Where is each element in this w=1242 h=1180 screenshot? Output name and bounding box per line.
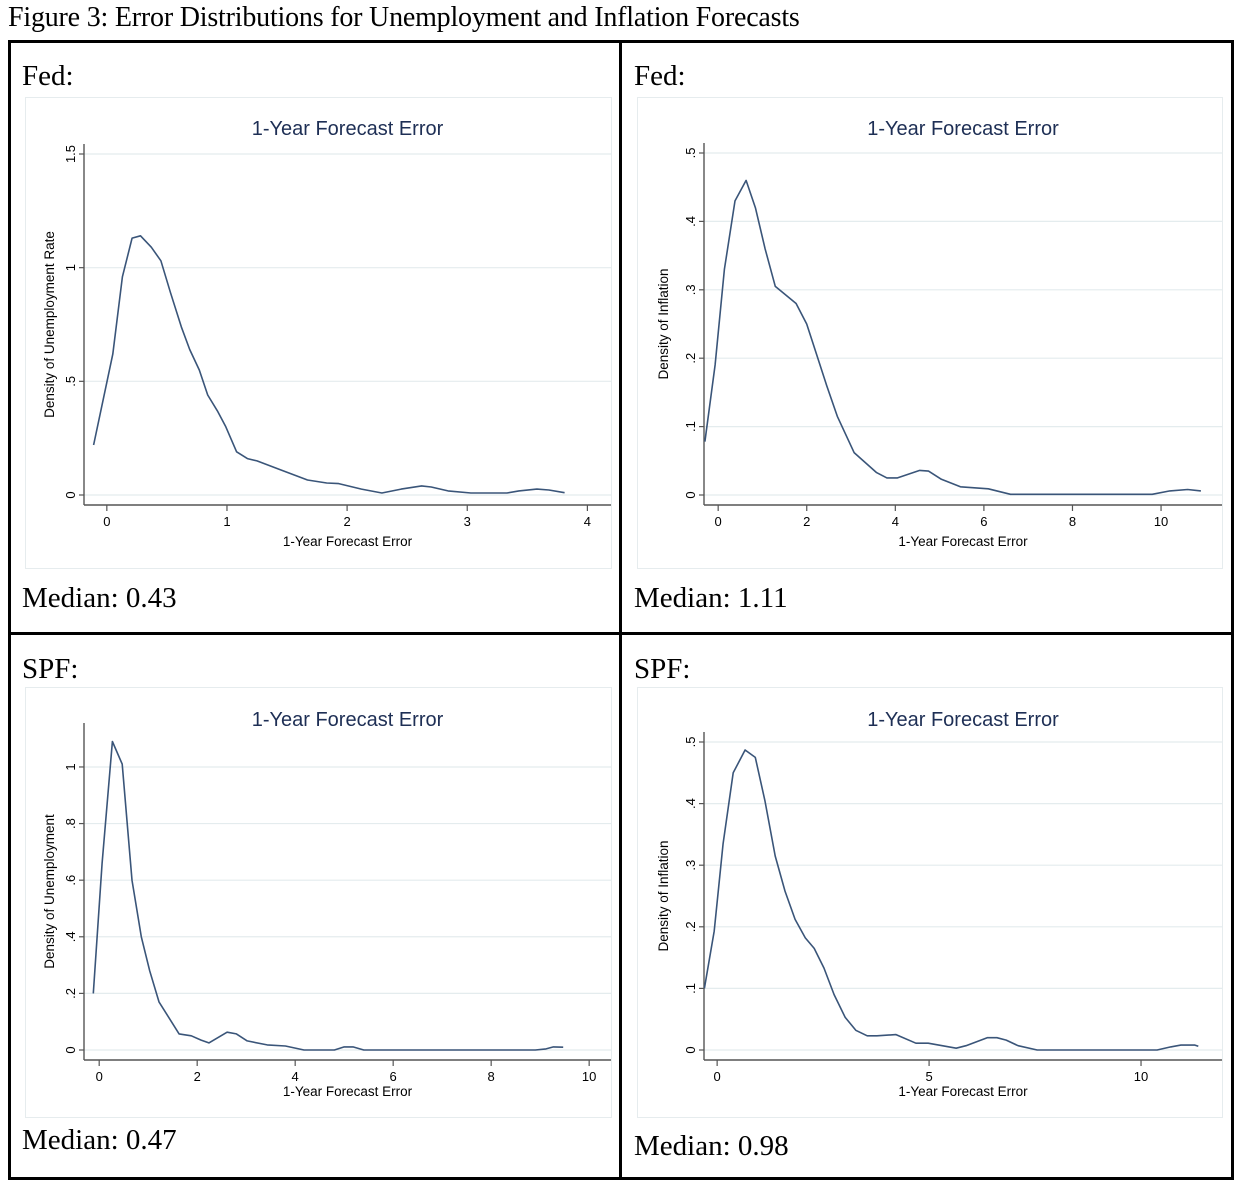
chart-svg-spf-inflation: 0 .1 .2 .3 .4 .5 0 5 10 1-Year Forecast Error 1-Ye… (656, 709, 1222, 1099)
x-tick-label: 5 (925, 1069, 932, 1084)
panel-label-spf-unemployment: SPF: (22, 653, 79, 685)
y-axis-label: Density of Inflation (656, 268, 671, 379)
x-axis-label: 1-Year Forecast Error (898, 534, 1028, 549)
chart-svg-spf-unemployment: 0.2.4.6.810 2 4 6 8 101-Year Forecast Error1-… (42, 709, 611, 1099)
x-tick-label: 2 (343, 514, 350, 529)
y-tick-label: 0 (63, 1046, 78, 1053)
x-axis-label: 1-Year Forecast Error (283, 1084, 413, 1099)
y-axis-label: Density of Unemployment Rate (42, 231, 57, 418)
x-tick-label: 4 (292, 1069, 299, 1084)
x-tick-label: 4 (892, 514, 899, 529)
y-tick-label: 1 (63, 763, 78, 770)
y-tick-label: .3 (683, 860, 698, 871)
chart-title: 1-Year Forecast Error (252, 709, 444, 731)
y-tick-label: .4 (683, 216, 698, 227)
x-tick-label: 6 (980, 514, 987, 529)
y-tick-label: 0 (683, 1046, 698, 1053)
x-tick-label: 6 (390, 1069, 397, 1084)
density-line (704, 179, 1201, 496)
density-line (92, 235, 565, 494)
x-tick-label: 3 (464, 514, 471, 529)
x-tick-label: 8 (1069, 514, 1076, 529)
x-tick-label: 0 (103, 514, 110, 529)
y-tick-label: .1 (683, 983, 698, 994)
y-tick-label: .4 (63, 931, 78, 942)
median-fed-unemployment: Median: 0.43 (22, 582, 177, 614)
y-tick-label: .3 (683, 284, 698, 295)
y-tick-label: .5 (683, 148, 698, 159)
figure-title: Figure 3: Error Distributions for Unempl… (8, 2, 800, 33)
x-tick-label: 10 (1154, 514, 1168, 529)
chart-fed-unemployment: 0 .5 1 1.5 0 1 2 3 4 1-Year Forecast Error 1-Year … (25, 97, 612, 569)
y-tick-label: 0 (63, 491, 78, 498)
chart-title: 1-Year Forecast Error (867, 709, 1059, 731)
vertical-divider (619, 40, 622, 1180)
x-tick-label: 0 (96, 1069, 103, 1084)
y-tick-label: .8 (63, 818, 78, 829)
x-tick-label: 2 (194, 1069, 201, 1084)
median-spf-inflation: Median: 0.98 (634, 1130, 789, 1162)
y-tick-label: .4 (683, 798, 698, 809)
y-tick-label: .2 (683, 353, 698, 364)
x-tick-label: 10 (582, 1069, 596, 1084)
y-tick-label: .2 (683, 921, 698, 932)
x-tick-label: 1 (223, 514, 230, 529)
chart-spf-unemployment: 0.2.4.6.8 1 0 2 4 6 8 10 1-Year Forecast Error 1-… (25, 687, 612, 1118)
x-tick-label: 10 (1134, 1069, 1148, 1084)
y-axis-label: Density of Inflation (656, 840, 671, 951)
density-line (703, 749, 1199, 1051)
x-axis-label: 1-Year Forecast Error (898, 1084, 1028, 1099)
chart-fed-inflation: 0 .1 .2 .3 .4 .5 0 2 4 6 8 10 1-Year Forecast Error 1… (637, 97, 1223, 569)
y-tick-label: .2 (63, 988, 78, 999)
y-tick-label: .6 (63, 875, 78, 886)
y-tick-label: 1.5 (63, 145, 78, 163)
panel-label-spf-inflation: SPF: (634, 653, 691, 685)
y-tick-label: .1 (683, 421, 698, 432)
median-fed-inflation: Median: 1.11 (634, 582, 788, 614)
chart-svg-fed-inflation: 0 .1 .2 .3 .4 .5 0 2 4 6 8 10 1-Year Forecast Error 1… (656, 118, 1222, 549)
y-tick-label: 1 (63, 264, 78, 271)
density-line (92, 740, 564, 1051)
chart-title: 1-Year Forecast Error (252, 118, 444, 140)
y-axis-label: Density of Unemployment (42, 814, 57, 969)
x-tick-label: 4 (584, 514, 591, 529)
horizontal-divider (8, 632, 1234, 635)
x-tick-label: 8 (488, 1069, 495, 1084)
x-tick-label: 0 (715, 514, 722, 529)
chart-spf-inflation: 0 .1 .2 .3 .4 .5 0 5 10 1-Year Forecast Error 1-Ye… (637, 687, 1223, 1118)
chart-title: 1-Year Forecast Error (867, 118, 1059, 140)
y-tick-label: .5 (63, 376, 78, 387)
panel-label-fed-inflation: Fed: (634, 60, 686, 92)
x-tick-label: 0 (714, 1069, 721, 1084)
y-tick-label: 0 (683, 491, 698, 498)
panel-label-fed-unemployment: Fed: (22, 60, 74, 92)
x-axis-label: 1-Year Forecast Error (283, 534, 413, 549)
y-tick-label: .5 (683, 737, 698, 748)
median-spf-unemployment: Median: 0.47 (22, 1124, 177, 1156)
chart-svg-fed-unemployment: 0 .5 1 1.5 0 1 2 3 4 1-Year Forecast Error 1-Year … (42, 118, 611, 549)
x-tick-label: 2 (803, 514, 810, 529)
